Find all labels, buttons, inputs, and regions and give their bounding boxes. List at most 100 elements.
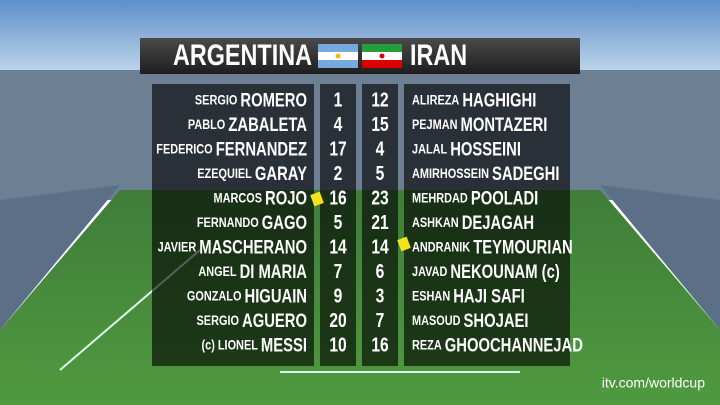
player-name: ESHAN HAJI SAFI bbox=[412, 285, 525, 306]
shirt-number: 10 bbox=[329, 333, 346, 355]
last-name: ZABALETA bbox=[228, 114, 307, 135]
flag-argentina bbox=[318, 44, 358, 68]
shirt-number: 21 bbox=[371, 211, 388, 233]
player-name: SERGIO AGUERO bbox=[197, 310, 307, 331]
shirt-number: 1 bbox=[334, 88, 343, 110]
shirt-number: 16 bbox=[329, 186, 346, 208]
first-name: ESHAN bbox=[412, 288, 450, 304]
first-name: FEDERICO bbox=[156, 141, 213, 157]
last-name: SADEGHI bbox=[492, 163, 559, 184]
home-team: ARGENTINA bbox=[173, 38, 312, 71]
first-name: MASOUD bbox=[412, 313, 461, 329]
last-name: DEJAGAH bbox=[462, 212, 534, 233]
player-name: FERNANDO GAGO bbox=[197, 212, 307, 233]
last-name: HAJI SAFI bbox=[453, 285, 525, 306]
last-name: HAGHIGHI bbox=[462, 89, 536, 110]
first-name: PABLO bbox=[188, 117, 226, 133]
shirt-number: 14 bbox=[371, 235, 388, 257]
player-name: SERGIO ROMERO bbox=[195, 89, 307, 110]
yellow-card bbox=[397, 236, 411, 252]
flag-iran bbox=[362, 44, 402, 68]
last-name: GHOOCHANNEJAD bbox=[445, 334, 583, 355]
player-name: EZEQUIEL GARAY bbox=[197, 163, 307, 184]
last-name: MASCHERANO bbox=[199, 236, 307, 257]
player-name: ASHKAN DEJAGAH bbox=[412, 212, 534, 233]
player-name: (c) LIONEL MESSI bbox=[202, 334, 307, 355]
player-name: MEHRDAD POOLADI bbox=[412, 187, 538, 208]
first-name: GONZALO bbox=[187, 288, 242, 304]
player-name: GONZALO HIGUAIN bbox=[187, 285, 307, 306]
shirt-number: 20 bbox=[329, 309, 346, 331]
shirt-number: 23 bbox=[371, 186, 388, 208]
first-name: ALIREZA bbox=[412, 92, 459, 108]
stands-right bbox=[600, 185, 720, 330]
player-name: FEDERICO FERNANDEZ bbox=[156, 138, 307, 159]
first-name: REZA bbox=[412, 337, 442, 353]
first-name: FERNANDO bbox=[197, 215, 259, 231]
player-name: MARCOS ROJO bbox=[213, 187, 307, 208]
first-name: ASHKAN bbox=[412, 215, 459, 231]
last-name: NEKOUNAM (c) bbox=[450, 261, 559, 282]
first-name: JALAL bbox=[412, 141, 447, 157]
yellow-card bbox=[310, 191, 324, 207]
last-name: ROMERO bbox=[240, 89, 307, 110]
shirt-number: 5 bbox=[334, 211, 343, 233]
first-name: PEJMAN bbox=[412, 117, 457, 133]
home-panel bbox=[152, 84, 314, 366]
player-name: REZA GHOOCHANNEJAD bbox=[412, 334, 583, 355]
first-name: SERGIO bbox=[197, 313, 240, 329]
player-name: JALAL HOSSEINI bbox=[412, 138, 521, 159]
shirt-number: 16 bbox=[371, 333, 388, 355]
player-name: ANGEL DI MARIA bbox=[198, 261, 307, 282]
first-name: MEHRDAD bbox=[412, 190, 468, 206]
first-name: EZEQUIEL bbox=[197, 166, 252, 182]
shirt-number: 2 bbox=[334, 162, 343, 184]
first-name: JAVIER bbox=[158, 239, 197, 255]
shirt-number: 6 bbox=[376, 260, 385, 282]
shirt-number: 3 bbox=[376, 284, 385, 306]
first-name: AMIRHOSSEIN bbox=[412, 166, 489, 182]
last-name: HOSSEINI bbox=[450, 138, 521, 159]
last-name: SHOJAEI bbox=[464, 310, 529, 331]
text-layer: ARGENTINA IRAN SERGIO ROMERO 1 PABLO ZABAL… bbox=[156, 38, 583, 356]
player-name: ALIREZA HAGHIGHI bbox=[412, 89, 536, 110]
first-name: SERGIO bbox=[195, 92, 238, 108]
first-name: (c) LIONEL bbox=[202, 337, 259, 353]
player-name: ANDRANIK TEYMOURIAN bbox=[412, 236, 573, 257]
last-name: HIGUAIN bbox=[245, 285, 307, 306]
player-name: PABLO ZABALETA bbox=[188, 114, 307, 135]
last-name: POOLADI bbox=[471, 187, 538, 208]
away-panel bbox=[404, 84, 570, 366]
shirt-number: 5 bbox=[376, 162, 385, 184]
stands bbox=[0, 70, 720, 200]
shirt-number: 4 bbox=[376, 137, 385, 159]
stands-left bbox=[0, 185, 120, 330]
last-name: TEYMOURIAN bbox=[473, 236, 572, 257]
away-number-panel bbox=[362, 84, 398, 366]
shirt-number: 17 bbox=[329, 137, 346, 159]
shirt-number: 12 bbox=[371, 88, 388, 110]
last-name: GARAY bbox=[255, 163, 308, 184]
player-name: JAVIER MASCHERANO bbox=[158, 236, 307, 257]
last-name: DI MARIA bbox=[240, 261, 307, 282]
first-name: JAVAD bbox=[412, 264, 447, 280]
shirt-number: 15 bbox=[371, 113, 388, 135]
away-team: IRAN bbox=[410, 38, 467, 71]
last-name: FERNANDEZ bbox=[216, 138, 307, 159]
watermark: itv.com/worldcup bbox=[602, 375, 705, 391]
shirt-number: 7 bbox=[376, 309, 385, 331]
last-name: GAGO bbox=[262, 212, 307, 233]
shirt-number: 7 bbox=[334, 260, 343, 282]
shirt-number: 4 bbox=[334, 113, 343, 135]
first-name: MARCOS bbox=[213, 190, 262, 206]
header-bar bbox=[140, 38, 580, 74]
player-name: AMIRHOSSEIN SADEGHI bbox=[412, 163, 559, 184]
last-name: MESSI bbox=[261, 334, 307, 355]
last-name: MONTAZERI bbox=[461, 114, 548, 135]
first-name: ANDRANIK bbox=[412, 239, 470, 255]
player-name: PEJMAN MONTAZERI bbox=[412, 114, 547, 135]
player-name: MASOUD SHOJAEI bbox=[412, 310, 529, 331]
last-name: ROJO bbox=[265, 187, 307, 208]
